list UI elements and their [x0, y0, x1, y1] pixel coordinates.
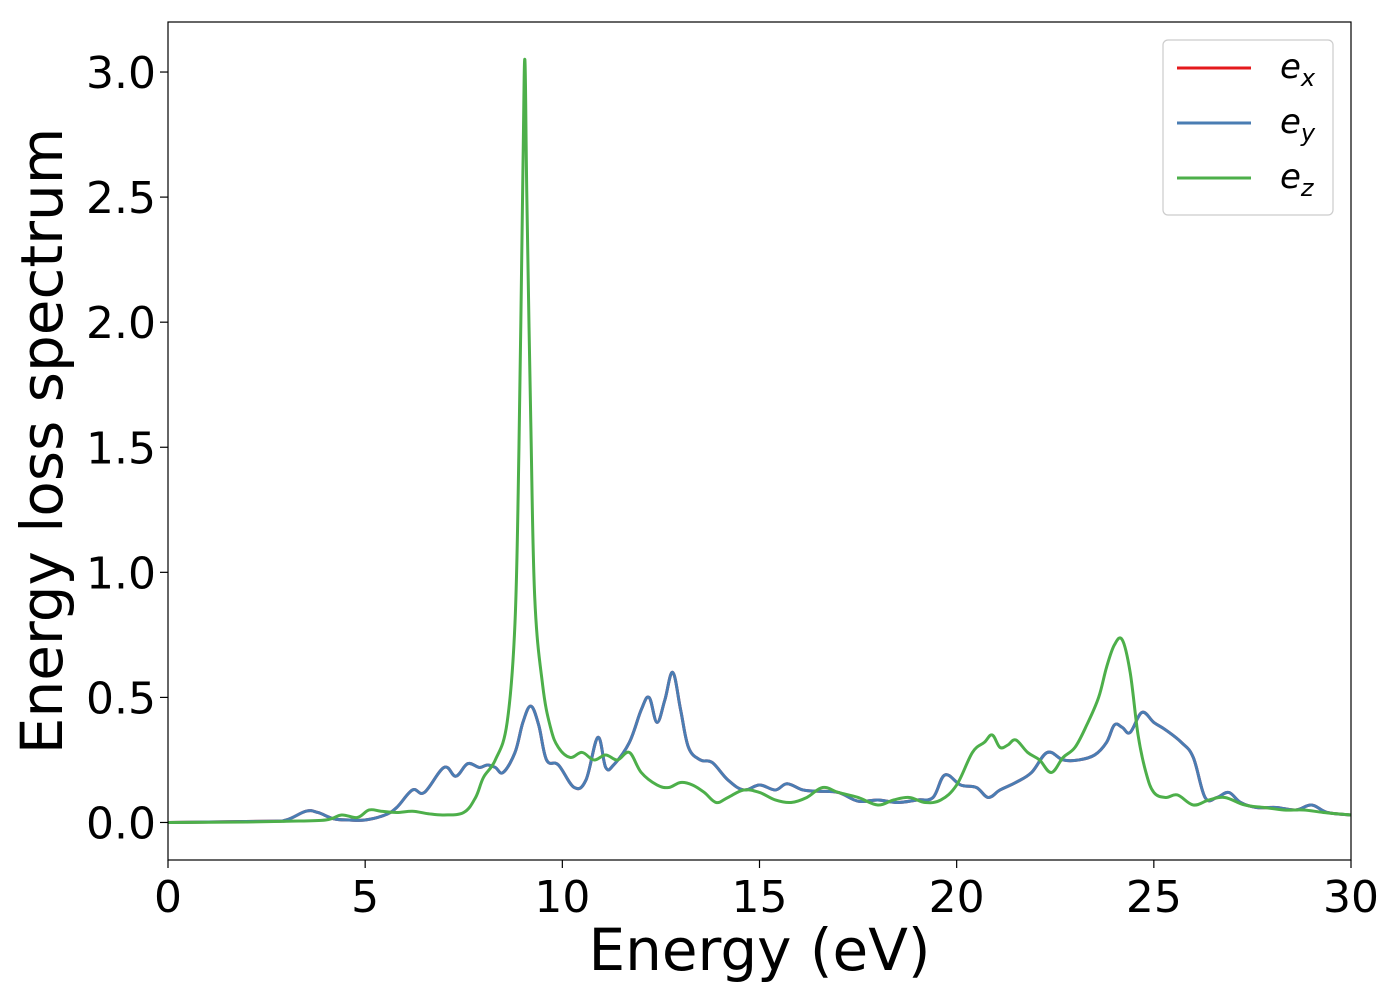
y-axis-ticks: 0.0 0.5 1.0 1.5 2.0 2.5 3.0 — [86, 48, 168, 849]
legend-label-z: ez — [1280, 157, 1315, 202]
y-tick-label: 0.5 — [86, 673, 156, 724]
x-axis-title: Energy (eV) — [588, 916, 930, 984]
y-tick-label: 2.0 — [86, 298, 156, 349]
series-line-e-x — [168, 670, 1351, 824]
y-tick-label: 0.0 — [86, 798, 156, 849]
x-tick-label: 10 — [534, 872, 590, 923]
series-layer — [168, 57, 1351, 824]
x-tick-label: 5 — [351, 872, 379, 923]
series-line-e-z — [168, 57, 1351, 824]
x-tick-label: 25 — [1126, 872, 1182, 923]
series-line-e-y — [168, 670, 1351, 824]
y-axis-title: Energy loss spectrum — [8, 128, 76, 754]
legend-label-x: ex — [1280, 47, 1316, 92]
legend-box — [1162, 39, 1334, 216]
x-tick-label: 15 — [732, 872, 788, 923]
x-tick-label: 30 — [1323, 872, 1379, 923]
legend-label-y: ey — [1280, 102, 1316, 147]
y-tick-label: 1.5 — [86, 423, 156, 474]
x-tick-label: 20 — [929, 872, 985, 923]
x-tick-label: 0 — [154, 872, 182, 923]
x-axis-ticks: 0 5 10 15 20 25 30 — [154, 860, 1379, 923]
legend: ex ey ez — [1162, 39, 1334, 216]
y-tick-label: 1.0 — [86, 548, 156, 599]
y-tick-label: 2.5 — [86, 173, 156, 224]
y-tick-label: 3.0 — [86, 48, 156, 99]
